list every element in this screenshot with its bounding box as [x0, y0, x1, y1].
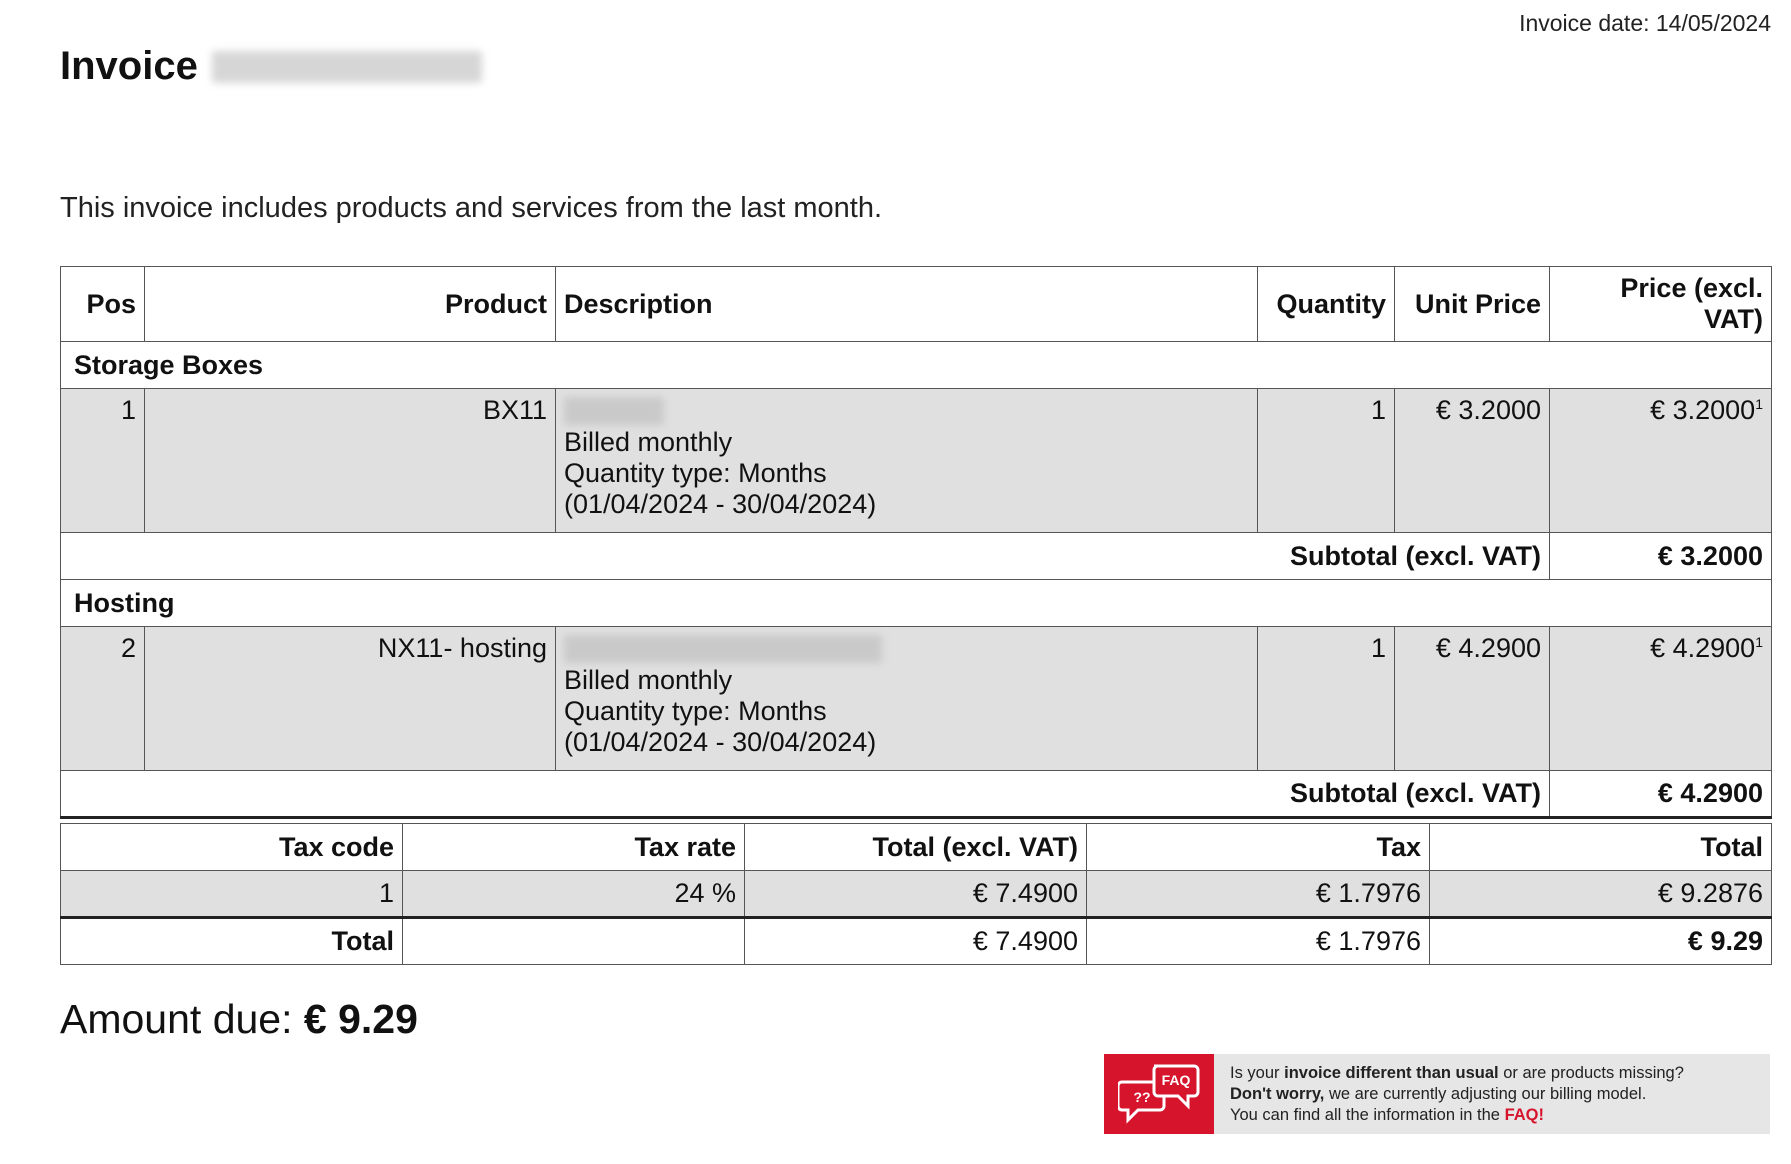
subtotal-value: € 3.2000	[1549, 532, 1772, 580]
section-title: Hosting	[60, 579, 1772, 627]
invoice-intro: This invoice includes products and servi…	[60, 192, 883, 224]
description-line: Quantity type: Months	[564, 458, 827, 488]
col-header-total: Total	[1429, 823, 1772, 871]
faq-link[interactable]: FAQ!	[1504, 1105, 1544, 1124]
item-pos: 2	[60, 626, 145, 771]
col-header-quantity: Quantity	[1257, 266, 1395, 342]
tax-total-row: Total € 7.4900 € 1.7976 € 9.29	[60, 916, 1772, 965]
description-line: (01/04/2024 - 30/04/2024)	[564, 489, 877, 519]
tax-code: 1	[60, 870, 403, 918]
tax-amount: € 1.7976	[1086, 870, 1430, 918]
tax-rate: 24 %	[402, 870, 745, 918]
item-unit-price: € 3.2000	[1394, 388, 1550, 533]
items-header-row: Pos Product Description Quantity Unit Pr…	[60, 266, 1772, 342]
faq-icon-left-text: ??	[1133, 1089, 1150, 1105]
col-header-description: Description	[555, 266, 1258, 342]
line-items-table: Pos Product Description Quantity Unit Pr…	[60, 266, 1772, 819]
description-line: Quantity type: Months	[564, 696, 827, 726]
subtotal-label: Subtotal (excl. VAT)	[1290, 770, 1550, 819]
faq-chat-icon: ?? FAQ	[1104, 1054, 1214, 1134]
redacted-description	[564, 635, 882, 663]
redacted-invoice-number	[211, 50, 482, 83]
section-header-row: Storage Boxes	[60, 341, 1772, 389]
description-line: (01/04/2024 - 30/04/2024)	[564, 727, 877, 757]
amount-due-value: € 9.29	[303, 996, 418, 1042]
faq-banner[interactable]: ?? FAQ Is your invoice different than us…	[1104, 1054, 1770, 1134]
total-label: Total	[60, 916, 403, 965]
description-line: Billed monthly	[564, 665, 733, 695]
grand-total-excl: € 7.4900	[744, 916, 1087, 965]
col-header-tax-code: Tax code	[60, 823, 403, 871]
footnote-marker: 1	[1755, 634, 1763, 650]
item-product: NX11- hosting	[144, 626, 556, 771]
invoice-title-text: Invoice	[60, 44, 198, 88]
item-price: € 4.29001	[1549, 626, 1772, 771]
faq-icon-right-text: FAQ	[1162, 1072, 1191, 1088]
item-price-value: € 3.2000	[1650, 395, 1756, 425]
col-header-unit-price: Unit Price	[1394, 266, 1550, 342]
col-header-total-excl: Total (excl. VAT)	[744, 823, 1087, 871]
item-quantity: 1	[1257, 626, 1395, 771]
item-quantity: 1	[1257, 388, 1395, 533]
subtotal-value: € 4.2900	[1549, 770, 1772, 819]
tax-header-row: Tax code Tax rate Total (excl. VAT) Tax …	[60, 823, 1772, 871]
grand-total-tax: € 1.7976	[1086, 916, 1430, 965]
item-product: BX11	[144, 388, 556, 533]
col-header-pos: Pos	[60, 266, 145, 342]
section-title: Storage Boxes	[60, 341, 1772, 389]
section-header-row: Hosting	[60, 579, 1772, 627]
item-price: € 3.20001	[1549, 388, 1772, 533]
table-row: 2 NX11- hosting Billed monthly Quantity …	[60, 626, 1772, 771]
grand-total: € 9.29	[1429, 916, 1772, 965]
col-header-tax: Tax	[1086, 823, 1430, 871]
tax-total: € 9.2876	[1429, 870, 1772, 918]
faq-line-2: Don't worry, we are currently adjusting …	[1230, 1084, 1647, 1103]
col-header-tax-rate: Tax rate	[402, 823, 745, 871]
invoice-title: Invoice	[60, 44, 482, 89]
col-header-product: Product	[144, 266, 556, 342]
item-price-value: € 4.2900	[1650, 633, 1756, 663]
amount-due: Amount due: € 9.29	[60, 996, 418, 1043]
col-header-price: Price (excl. VAT)	[1549, 266, 1772, 342]
subtotal-label: Subtotal (excl. VAT)	[1290, 532, 1550, 580]
faq-line-1: Is your invoice different than usual or …	[1230, 1063, 1684, 1082]
amount-due-label: Amount due:	[60, 996, 293, 1042]
tax-summary-table: Tax code Tax rate Total (excl. VAT) Tax …	[60, 823, 1772, 965]
item-unit-price: € 4.2900	[1394, 626, 1550, 771]
subtotal-row: Subtotal (excl. VAT) € 4.2900	[60, 770, 1772, 819]
tax-total-excl: € 7.4900	[744, 870, 1087, 918]
footnote-marker: 1	[1755, 396, 1763, 412]
item-description: Billed monthly Quantity type: Months (01…	[555, 626, 1258, 771]
item-description: Billed monthly Quantity type: Months (01…	[555, 388, 1258, 533]
invoice-date: Invoice date: 14/05/2024	[1519, 10, 1771, 36]
faq-line-3: You can find all the information in the …	[1230, 1105, 1544, 1124]
table-row: 1 BX11 Billed monthly Quantity type: Mon…	[60, 388, 1772, 533]
faq-text: Is your invoice different than usual or …	[1214, 1063, 1684, 1126]
table-row: 1 24 % € 7.4900 € 1.7976 € 9.2876	[60, 870, 1772, 918]
description-line: Billed monthly	[564, 427, 733, 457]
item-pos: 1	[60, 388, 145, 533]
subtotal-row: Subtotal (excl. VAT) € 3.2000	[60, 532, 1772, 580]
redacted-description	[564, 397, 664, 425]
